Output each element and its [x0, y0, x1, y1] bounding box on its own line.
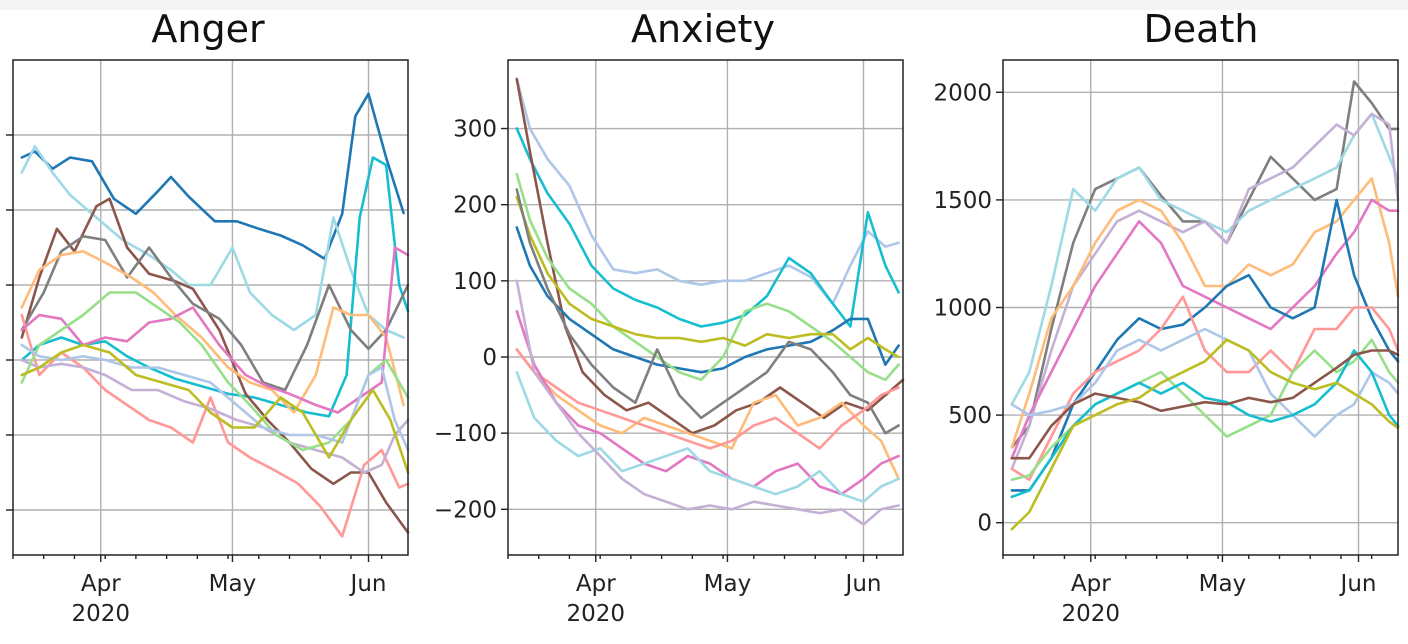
series-line-4 — [515, 226, 900, 374]
series-line-11 — [515, 370, 900, 504]
series-line-1 — [1010, 80, 1400, 449]
series-line-2 — [1010, 112, 1400, 406]
y-tick-label: 200 — [453, 193, 497, 219]
series-line-7 — [20, 250, 405, 414]
series-line-10 — [1010, 349, 1400, 499]
axes-frame — [12, 59, 409, 556]
series-line-11 — [1010, 349, 1400, 460]
series-line-12 — [1010, 338, 1400, 531]
series-line-5 — [1010, 198, 1400, 460]
series-line-8 — [515, 348, 900, 481]
y-tick-label: 100 — [453, 269, 497, 295]
y-tick-label: 2000 — [933, 80, 992, 106]
x-tick-label: May — [209, 571, 257, 597]
panel-death: Death Apr 2020 May Jun 2000 1500 1000 500 0 — [933, 7, 1400, 627]
y-tick-label: 0 — [977, 511, 992, 537]
x-tick-label: May — [704, 571, 752, 597]
series-line-12 — [515, 279, 900, 526]
series-line-4 — [1010, 177, 1400, 449]
plot-area: Apr 2020 May Jun 300 200 100 0 −100 −200 — [434, 59, 905, 627]
plot-area: Apr 2020 May Jun — [6, 59, 410, 627]
series-line-8 — [1010, 327, 1400, 438]
top-strip — [0, 0, 1408, 10]
series-line-3 — [515, 77, 905, 435]
series-line-5 — [515, 172, 900, 382]
x-tick-sublabel: 2020 — [72, 601, 131, 627]
series-line-9 — [20, 358, 410, 474]
plot-area: Apr 2020 May Jun 2000 1500 1000 500 0 — [933, 59, 1400, 627]
y-tick-label: 500 — [948, 403, 992, 429]
x-tick-label: Jun — [349, 571, 387, 597]
series-line-3 — [20, 156, 410, 418]
series-line-11 — [20, 343, 410, 452]
y-tick-label: 0 — [482, 345, 497, 371]
chart-title: Anxiety — [631, 7, 775, 51]
chart-title: Anger — [151, 7, 265, 51]
chart-title: Death — [1144, 7, 1259, 51]
x-tick-sublabel: 2020 — [1062, 601, 1121, 627]
axes-frame — [507, 59, 904, 556]
y-tick-label: 300 — [453, 117, 497, 143]
series-line-1 — [20, 92, 405, 261]
panel-anxiety: Anxiety Apr 2020 May Jun 300 200 100 0 −100 −200 — [434, 7, 905, 627]
x-tick-label: Jun — [844, 571, 882, 597]
x-tick-sublabel: 2020 — [567, 601, 626, 627]
y-tick-label: −100 — [434, 421, 497, 447]
x-tick-label: Apr — [81, 571, 121, 597]
series-line-9 — [515, 348, 900, 450]
y-tick-label: 1500 — [933, 188, 992, 214]
series-line-6 — [515, 195, 900, 359]
y-tick-label: −200 — [434, 497, 497, 523]
x-tick-label: Jun — [1339, 571, 1377, 597]
series-line-2 — [20, 145, 405, 339]
x-tick-label: Apr — [576, 571, 616, 597]
series-line-12 — [20, 343, 410, 474]
series-line-2 — [515, 127, 900, 328]
y-tick-label: 1000 — [933, 296, 992, 322]
series-line-7 — [515, 188, 900, 435]
series-line-5 — [20, 235, 410, 392]
series-line-7 — [1010, 295, 1400, 482]
series-line-6 — [1010, 198, 1400, 492]
x-tick-label: Apr — [1071, 571, 1111, 597]
series-line-4 — [20, 197, 410, 534]
x-tick-label: May — [1199, 571, 1247, 597]
panel-anger: Anger Apr 2020 May Jun — [6, 7, 410, 627]
series-line-1 — [515, 77, 900, 306]
axes-frame — [1002, 59, 1399, 556]
